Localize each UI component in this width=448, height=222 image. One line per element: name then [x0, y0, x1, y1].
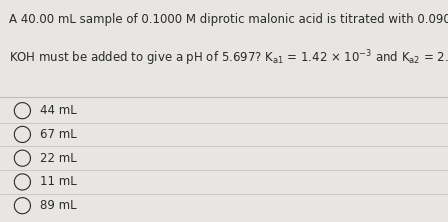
Text: 67 mL: 67 mL: [40, 128, 77, 141]
Text: KOH must be added to give a pH of 5.697? $\mathregular{K_{a1}}$ = 1.42 × 10$\mat: KOH must be added to give a pH of 5.697?…: [9, 49, 448, 68]
Text: 44 mL: 44 mL: [40, 104, 77, 117]
Text: 22 mL: 22 mL: [40, 152, 77, 165]
Text: 89 mL: 89 mL: [40, 199, 77, 212]
Text: 11 mL: 11 mL: [40, 175, 77, 188]
Text: A 40.00 mL sample of 0.1000 M diprotic malonic acid is titrated with 0.0900 M KO: A 40.00 mL sample of 0.1000 M diprotic m…: [9, 13, 448, 26]
